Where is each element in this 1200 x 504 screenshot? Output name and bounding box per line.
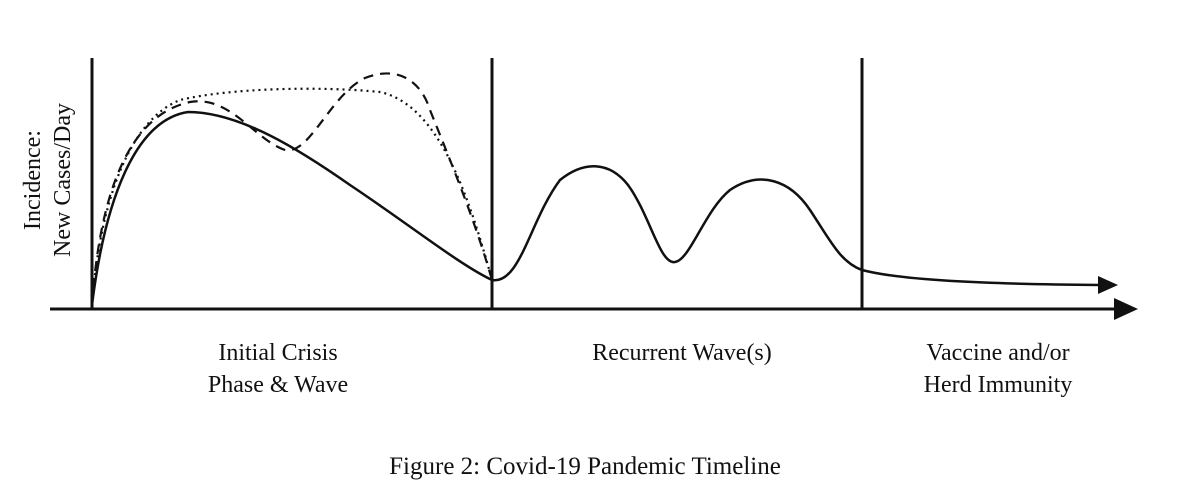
phase-label-initial-crisis: Initial Crisis Phase & Wave <box>208 340 348 398</box>
initial-wave-dashed-curve <box>90 72 494 306</box>
y-axis-label-line-2: New Cases/Day <box>50 103 76 257</box>
figure-caption: Figure 2: Covid-19 Pandemic Timeline <box>389 453 781 480</box>
phase-label-line: Herd Immunity <box>924 372 1073 398</box>
initial-wave-solid-curve <box>90 110 493 306</box>
phase-label-line: Recurrent Wave(s) <box>592 340 772 366</box>
initial-wave-dotted-curve <box>90 87 494 306</box>
phase-label-line: Phase & Wave <box>208 372 348 398</box>
phase-label-vaccine-herd-immunity: Vaccine and/or Herd Immunity <box>924 340 1073 398</box>
phase-label-line: Initial Crisis <box>218 340 337 366</box>
phase-label-recurrent-waves: Recurrent Wave(s) <box>592 340 772 366</box>
tail-arrowhead <box>1098 276 1118 294</box>
x-axis-arrowhead <box>1114 298 1138 320</box>
y-axis-label-line-1: Incidence: <box>20 130 46 230</box>
y-axis-label: Incidence: New Cases/Day <box>20 103 76 257</box>
recurrent-waves-curve <box>491 165 1101 287</box>
phase-label-line: Vaccine and/or <box>926 340 1069 366</box>
